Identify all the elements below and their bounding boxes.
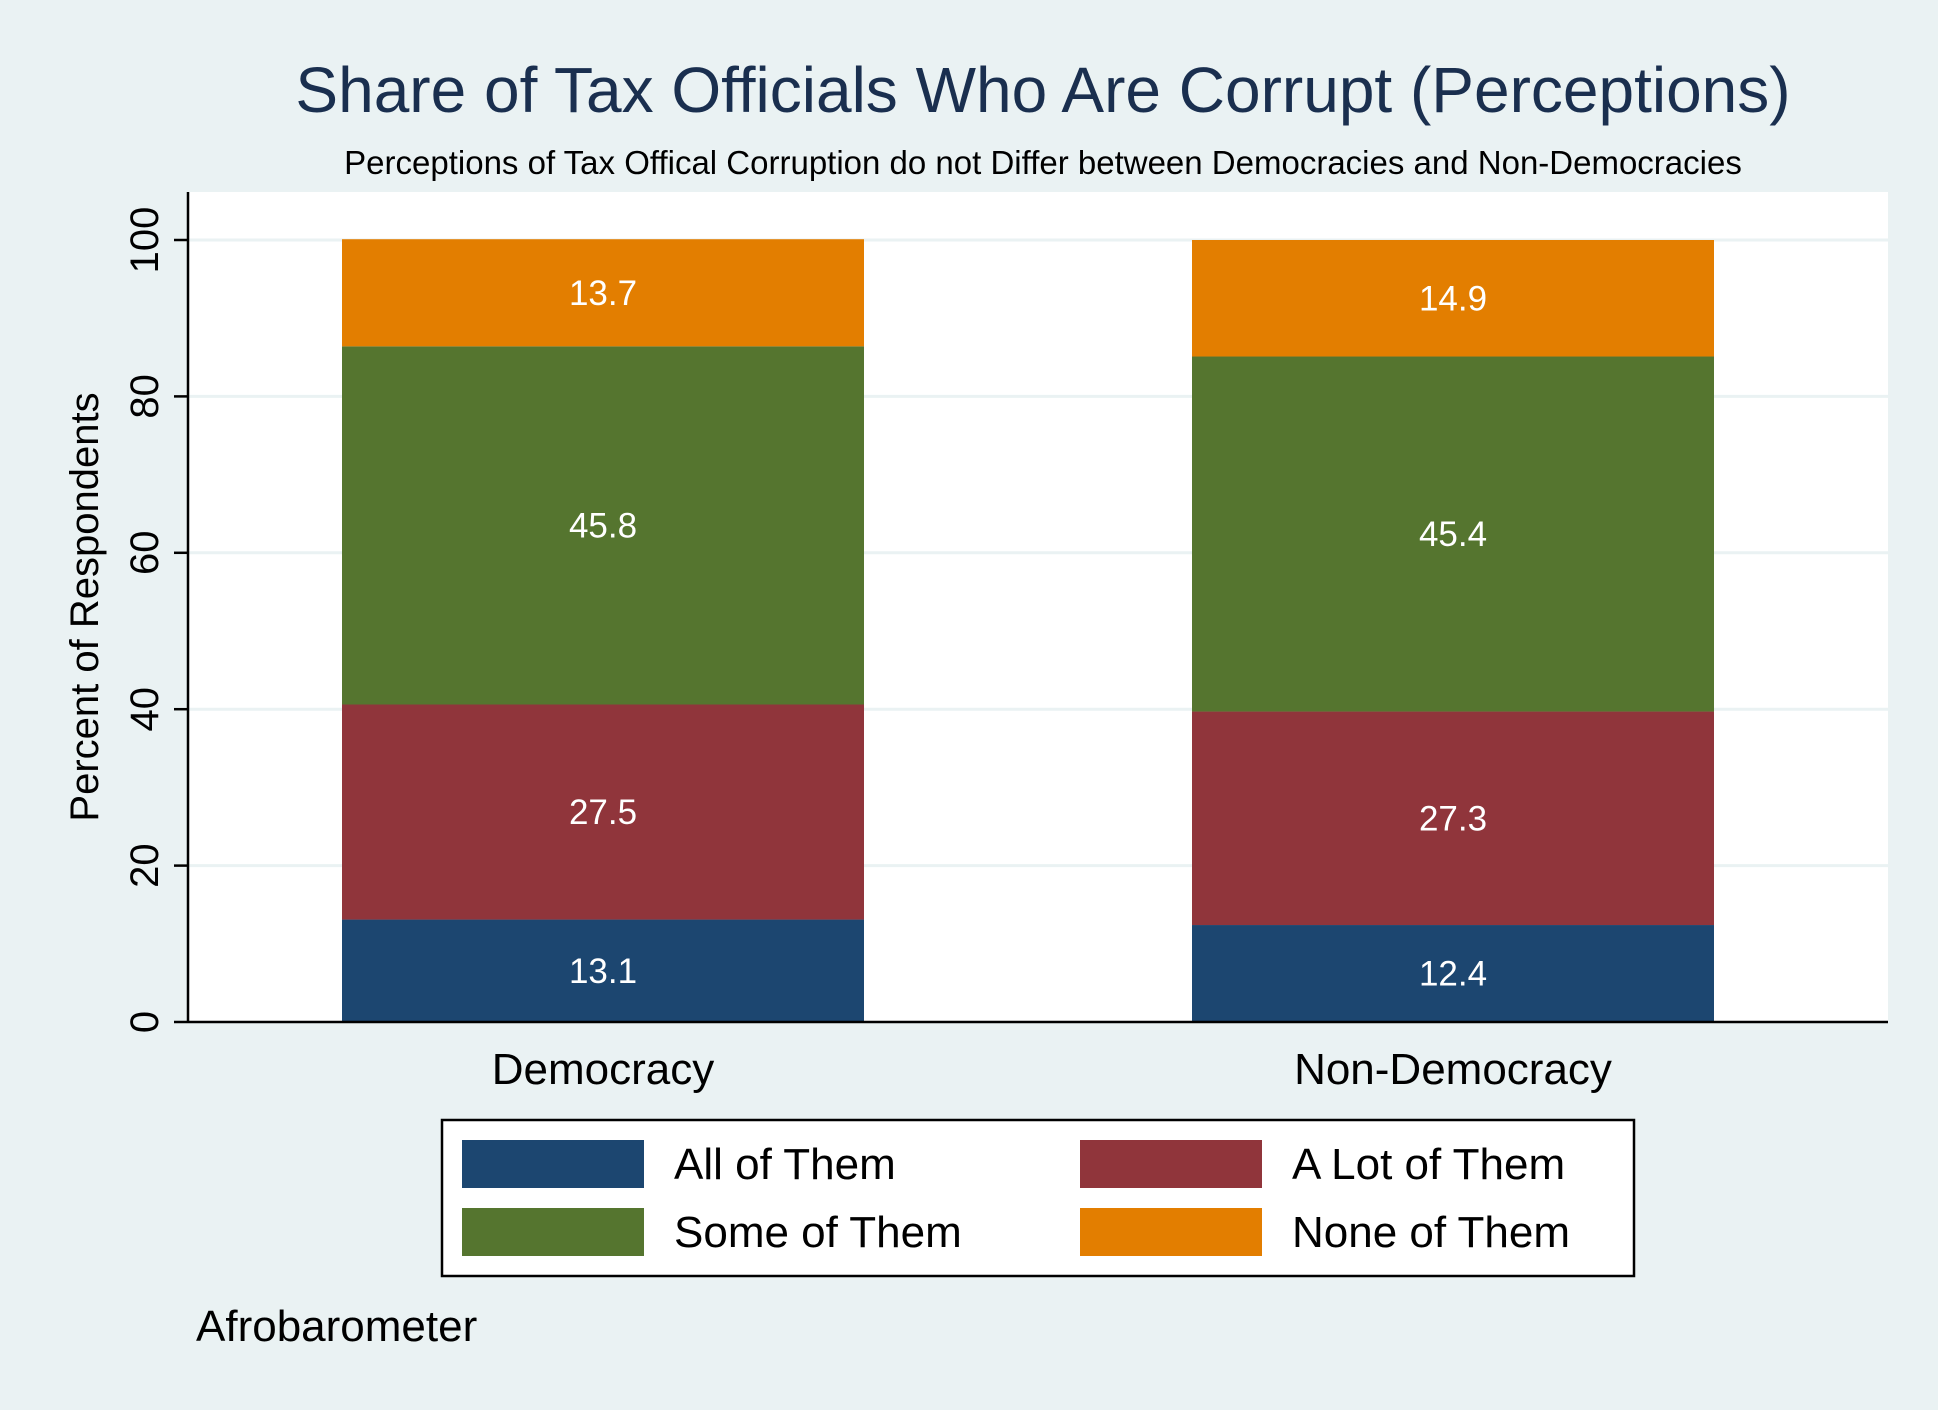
data-label: 45.4 (1419, 515, 1487, 554)
y-tick-label: 80 (123, 374, 167, 419)
y-axis-ticks: 0 20 40 60 80 100 (123, 207, 188, 1034)
x-tick-label: Democracy (492, 1045, 715, 1094)
y-tick-label: 60 (123, 531, 167, 576)
y-tick-label: 0 (123, 1011, 167, 1033)
legend: All of Them A Lot of Them Some of Them None… (442, 1120, 1634, 1276)
y-tick-label: 100 (123, 207, 167, 274)
y-axis-title: Percent of Respondents (63, 392, 107, 821)
legend-swatch (462, 1140, 644, 1188)
y-tick-label: 20 (123, 843, 167, 888)
legend-swatch (462, 1208, 644, 1256)
chart-title: Share of Tax Officials Who Are Corrupt (… (295, 54, 1790, 126)
chart-subtitle: Perceptions of Tax Offical Corruption do… (344, 144, 1742, 181)
data-label: 27.5 (569, 793, 637, 832)
y-tick-label: 40 (123, 687, 167, 732)
legend-label: None of Them (1292, 1208, 1570, 1257)
data-label: 27.3 (1419, 799, 1487, 838)
data-label: 45.8 (569, 506, 637, 545)
legend-label: A Lot of Them (1292, 1140, 1565, 1189)
legend-swatch (1080, 1208, 1262, 1256)
data-label: 13.7 (569, 274, 637, 313)
x-axis-ticks: Democracy Non-Democracy (492, 1045, 1612, 1094)
data-label: 13.1 (569, 952, 637, 991)
x-tick-label: Non-Democracy (1294, 1045, 1612, 1094)
data-label: 14.9 (1419, 279, 1487, 318)
legend-label: All of Them (674, 1140, 896, 1189)
legend-swatch (1080, 1140, 1262, 1188)
legend-label: Some of Them (674, 1208, 962, 1257)
chart-note: Afrobarometer (196, 1302, 477, 1351)
data-label: 12.4 (1419, 955, 1487, 994)
